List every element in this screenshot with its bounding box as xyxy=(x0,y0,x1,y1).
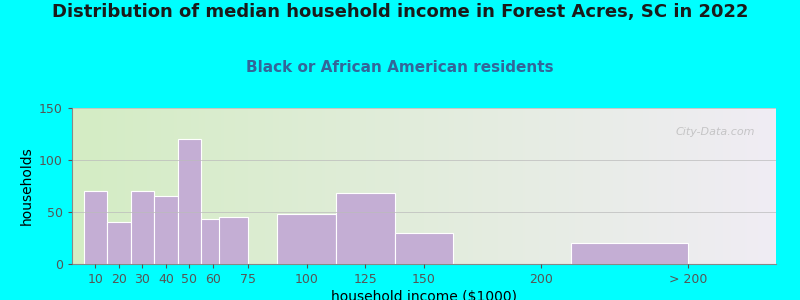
Bar xyxy=(107,222,130,264)
Y-axis label: households: households xyxy=(19,147,34,225)
X-axis label: household income ($1000): household income ($1000) xyxy=(331,290,517,300)
Bar xyxy=(84,191,107,264)
Bar xyxy=(570,243,688,264)
Bar xyxy=(218,217,248,264)
Text: Distribution of median household income in Forest Acres, SC in 2022: Distribution of median household income … xyxy=(52,3,748,21)
Bar xyxy=(130,191,154,264)
Text: Black or African American residents: Black or African American residents xyxy=(246,60,554,75)
Bar xyxy=(154,196,178,264)
Bar xyxy=(278,214,336,264)
Bar xyxy=(394,233,454,264)
Bar xyxy=(178,139,201,264)
Bar xyxy=(201,219,225,264)
Bar xyxy=(336,193,394,264)
Text: City-Data.com: City-Data.com xyxy=(675,127,755,137)
